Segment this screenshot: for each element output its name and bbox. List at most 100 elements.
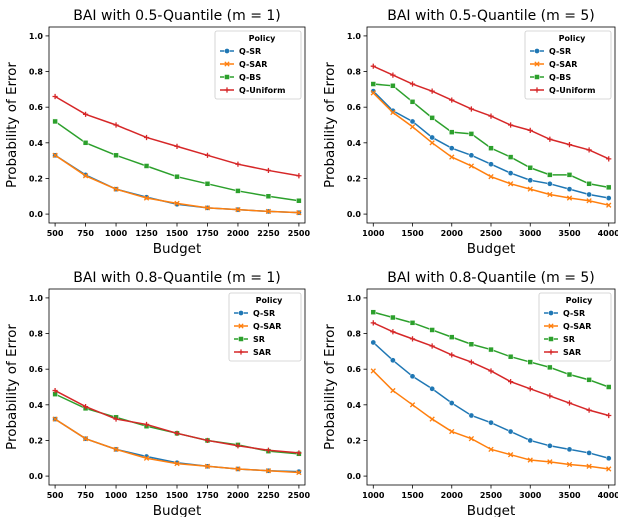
- data-point: [429, 88, 435, 94]
- data-point: [527, 186, 533, 192]
- data-point: [468, 341, 475, 347]
- data-point: [409, 336, 416, 342]
- data-point: [370, 368, 376, 374]
- data-point: [235, 443, 241, 449]
- legend-marker: [534, 61, 540, 67]
- data-point: [82, 111, 89, 117]
- data-point: [370, 90, 376, 96]
- y-tick-label: 1.0: [347, 294, 362, 303]
- data-point: [409, 402, 416, 408]
- series-line: [54, 120, 300, 202]
- data-point: [370, 81, 377, 87]
- data-point: [409, 118, 416, 125]
- data-point: [429, 115, 435, 121]
- data-point: [488, 113, 494, 119]
- data-point: [468, 163, 475, 169]
- y-tick-label: 0.4: [347, 401, 362, 410]
- data-point: [449, 352, 455, 358]
- x-tick-label: 1250: [135, 229, 158, 238]
- x-tick-label: 750: [77, 229, 94, 238]
- series-sr: [370, 309, 612, 390]
- legend-marker: [224, 48, 230, 54]
- x-tick-label: 1000: [105, 229, 128, 238]
- legend-box: [538, 292, 612, 362]
- chart-title: BAI with 0.5-Quantile (m = 1): [73, 8, 281, 24]
- series-q-sr: [52, 152, 302, 216]
- x-tick-label: 4000: [598, 491, 618, 500]
- series-q-sr: [52, 416, 302, 475]
- data-point: [390, 72, 396, 78]
- data-point: [566, 371, 573, 378]
- legend-box: [214, 30, 302, 100]
- y-tick-label: 0.8: [347, 330, 362, 339]
- data-point: [82, 140, 89, 146]
- data-point: [113, 122, 119, 128]
- legend-label: Q-BS: [239, 73, 261, 82]
- data-point: [429, 385, 435, 392]
- data-point: [235, 206, 241, 213]
- legend-marker: [548, 336, 554, 342]
- y-tick-label: 0.2: [347, 174, 361, 183]
- legend-marker: [548, 349, 554, 355]
- legend-label: Q-SR: [253, 309, 275, 318]
- legend-marker: [238, 349, 244, 355]
- data-point: [566, 446, 573, 453]
- data-point: [468, 131, 475, 137]
- data-point: [204, 437, 211, 444]
- legend-title: Policy: [566, 296, 594, 305]
- y-tick-label: 0.6: [347, 103, 362, 112]
- x-tick-label: 2250: [257, 229, 280, 238]
- data-point: [586, 147, 592, 153]
- data-point: [409, 81, 416, 87]
- data-point: [174, 173, 180, 180]
- x-tick-label: 2500: [288, 229, 311, 238]
- data-point: [449, 97, 455, 103]
- data-point: [52, 416, 58, 422]
- data-point: [265, 468, 272, 474]
- chart-panel-4: BAI with 0.8-Quantile (m = 5) 1000 1500 200…: [322, 270, 618, 517]
- legend-title: Policy: [249, 34, 277, 43]
- x-tick-label: 1750: [196, 491, 219, 500]
- legend-marker: [224, 61, 230, 67]
- chart-panel-2: BAI with 0.5-Quantile (m = 5) 1000 1500 200…: [322, 8, 618, 257]
- x-tick-label: 500: [47, 229, 64, 238]
- chart-panel-3: BAI with 0.8-Quantile (m = 1) 500 750 1000 1…: [4, 270, 310, 517]
- data-point: [488, 174, 494, 180]
- data-point: [390, 314, 396, 321]
- plot-frame: [366, 288, 616, 486]
- y-tick-label: 0.8: [29, 68, 44, 77]
- data-point: [390, 357, 396, 364]
- series-q-bs: [52, 118, 302, 204]
- data-point: [527, 457, 533, 463]
- chart-title: BAI with 0.8-Quantile (m = 1): [73, 270, 281, 286]
- data-point: [586, 463, 592, 469]
- x-tick-label: 2000: [441, 229, 464, 238]
- data-point: [370, 309, 377, 315]
- y-axis-label: Probability of Error: [4, 324, 20, 450]
- series-q-uniform: [52, 93, 302, 179]
- legend-marker: [238, 310, 244, 316]
- data-point: [449, 129, 455, 135]
- x-tick-label: 1500: [166, 491, 189, 500]
- data-point: [488, 145, 494, 151]
- data-point: [468, 106, 474, 112]
- data-point: [605, 195, 612, 201]
- legend-label: Q-SAR: [563, 322, 591, 331]
- data-point: [527, 386, 533, 392]
- y-tick-label: 0.4: [29, 139, 44, 148]
- data-point: [204, 181, 211, 187]
- legend-marker: [548, 310, 554, 316]
- data-point: [507, 154, 514, 160]
- data-point: [429, 343, 435, 349]
- data-point: [174, 200, 180, 207]
- data-point: [586, 198, 592, 204]
- data-point: [235, 161, 241, 167]
- series-sar: [52, 387, 302, 456]
- data-point: [488, 161, 494, 168]
- data-point: [566, 195, 573, 201]
- legend-label: Q-SR: [549, 47, 571, 56]
- series-q-sar: [370, 90, 612, 208]
- data-point: [296, 197, 302, 204]
- x-tick-label: 2250: [257, 491, 280, 500]
- data-point: [547, 172, 553, 178]
